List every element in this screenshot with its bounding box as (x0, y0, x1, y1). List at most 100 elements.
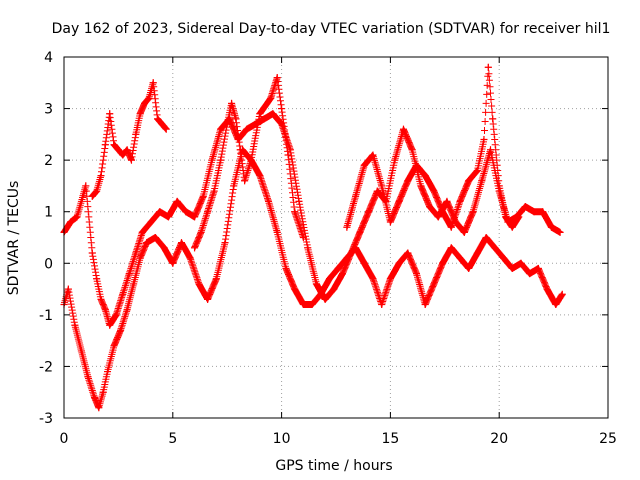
data-point (208, 156, 216, 164)
data-point (173, 197, 181, 205)
data-point (460, 228, 468, 236)
data-point (508, 264, 516, 272)
data-point (421, 172, 429, 180)
data-point (256, 110, 264, 118)
data-point (447, 244, 455, 252)
data-point (465, 177, 473, 185)
data-point (299, 234, 307, 241)
series-track-d (191, 74, 307, 252)
data-point (101, 141, 109, 149)
data-point (378, 182, 386, 190)
data-point (391, 156, 399, 164)
data-point (282, 264, 290, 272)
axis-ticks: 0 5 10 15 20 25 -3 -2 -1 0 1 2 3 4 (39, 50, 617, 447)
data-point (132, 249, 140, 257)
data-point (299, 301, 307, 309)
data-point (484, 63, 492, 71)
data-point (558, 290, 566, 298)
y-tick-label: -1 (39, 308, 53, 324)
y-tick-label: 0 (44, 256, 53, 272)
data-point (199, 192, 207, 200)
data-point (404, 249, 412, 257)
data-point (482, 234, 490, 241)
data-point (539, 208, 547, 216)
data-point (369, 151, 377, 159)
data-point (373, 187, 381, 195)
data-point (352, 244, 360, 252)
data-point (212, 275, 220, 283)
data-point (304, 244, 312, 252)
data-point (378, 301, 386, 309)
data-point (330, 285, 338, 293)
data-points (60, 63, 566, 412)
data-point (178, 239, 186, 247)
data-point (77, 347, 85, 355)
data-point (352, 192, 360, 200)
data-point (97, 172, 105, 180)
data-point (147, 218, 155, 226)
plot-frame (63, 56, 609, 419)
data-point (217, 125, 225, 133)
data-point (456, 254, 464, 262)
data-point (123, 146, 131, 154)
data-point (106, 321, 114, 329)
data-point (521, 203, 529, 211)
data-point (291, 208, 299, 216)
data-point (195, 280, 203, 288)
data-point (97, 295, 105, 303)
data-point (321, 295, 329, 303)
data-point (151, 234, 159, 241)
x-tick-label: 10 (273, 431, 291, 447)
data-point (93, 187, 101, 195)
data-point (119, 290, 127, 298)
data-point (308, 301, 316, 309)
data-point (243, 125, 251, 133)
data-point (413, 270, 421, 278)
data-point (112, 311, 120, 319)
data-point (67, 218, 75, 226)
data-point (204, 295, 212, 303)
y-tick-label: -3 (39, 411, 53, 427)
y-tick-label: 1 (44, 205, 53, 221)
data-point (197, 228, 205, 236)
data-point (439, 208, 447, 216)
data-point (543, 285, 551, 293)
data-point (530, 208, 538, 216)
data-point (369, 275, 377, 283)
data-point (508, 223, 516, 231)
data-point (84, 373, 92, 381)
y-tick-label: 3 (44, 102, 53, 118)
data-point (143, 239, 151, 247)
data-point (106, 110, 114, 118)
x-tick-label: 5 (168, 431, 177, 447)
data-point (447, 223, 455, 231)
x-tick-label: 0 (60, 431, 69, 447)
data-point (158, 120, 166, 128)
data-point (360, 259, 368, 267)
data-point (413, 161, 421, 169)
data-point (365, 208, 373, 216)
data-point (160, 244, 168, 252)
data-point (145, 94, 153, 102)
data-point (88, 192, 96, 200)
data-point (117, 326, 125, 334)
data-point (502, 213, 510, 221)
data-point (465, 264, 473, 272)
data-point (489, 115, 497, 123)
data-point (339, 270, 347, 278)
data-point (236, 146, 244, 154)
data-point (156, 208, 164, 216)
series-track-c (88, 79, 170, 200)
data-point (64, 285, 72, 293)
data-point (552, 301, 560, 309)
data-point (534, 264, 542, 272)
data-point (221, 239, 229, 247)
data-point (478, 177, 486, 185)
chart-title: Day 162 of 2023, Sidereal Day-to-day VTE… (52, 21, 611, 37)
data-point (295, 197, 303, 205)
data-point (154, 115, 162, 123)
data-point (232, 115, 240, 123)
data-point (127, 156, 135, 164)
data-point (434, 213, 442, 221)
